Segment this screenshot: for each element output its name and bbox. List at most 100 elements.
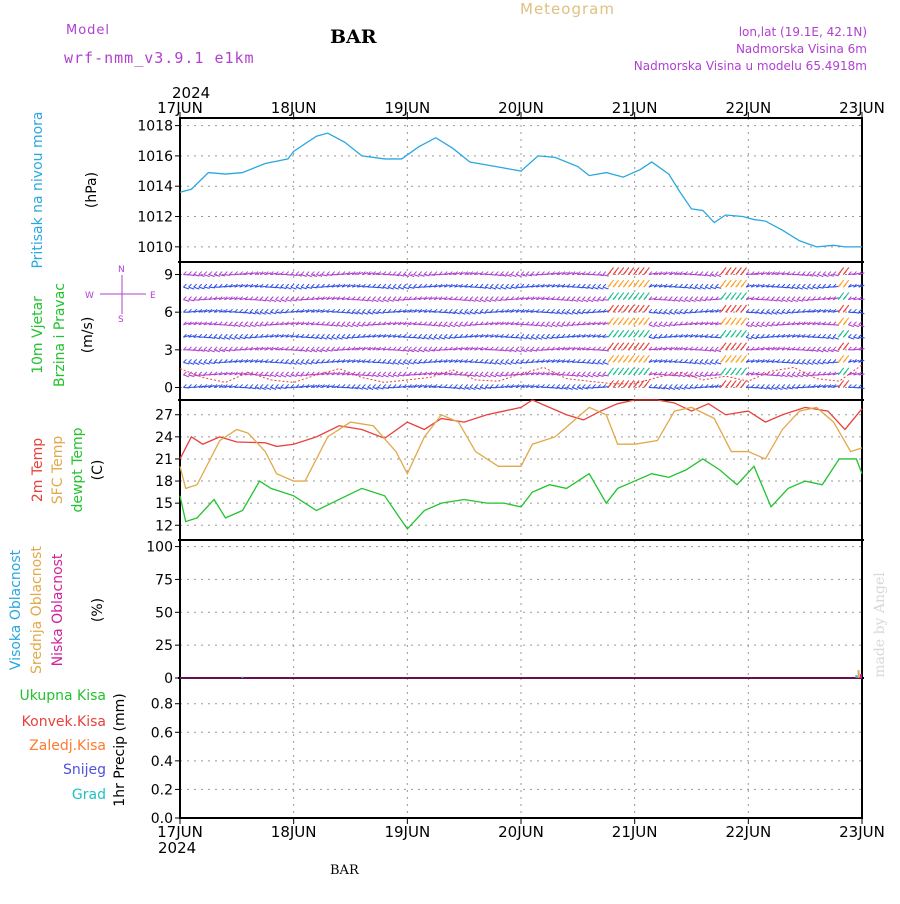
wind-arrow-barb: [322, 334, 325, 337]
wind-arrow-barb: [189, 284, 192, 287]
wind-arrow-barb: [424, 334, 427, 337]
wind-arrow: [490, 375, 496, 377]
wind-arrow-barb: [690, 284, 693, 287]
wind-arrow: [183, 300, 189, 302]
wind-arrow-barb: [792, 384, 795, 387]
wind-arrow: [587, 387, 593, 388]
wind-arrow-barb: [536, 322, 539, 325]
wind-arrow: [408, 362, 414, 364]
wind-unit: (m/s): [80, 317, 96, 354]
wind-arrow-barb: [777, 297, 780, 300]
wind-arrow-barb: [807, 297, 810, 300]
compass-n: N: [118, 265, 125, 275]
wind-arrow-barb: [419, 359, 422, 362]
wind-arrow-barb: [490, 272, 493, 275]
wind-arrow-barb: [337, 322, 340, 325]
wind-arrow-barb: [393, 372, 396, 375]
wind-arrow-barb: [695, 272, 698, 275]
wind-arrow-barb: [807, 272, 810, 275]
wind-arrow-barb: [224, 347, 227, 350]
wind-arrow-barb: [301, 347, 304, 350]
wind-arrow: [250, 387, 256, 388]
wind-arrow-barb: [506, 359, 509, 362]
wind-arrow-barb: [281, 359, 284, 362]
wind-arrow: [756, 325, 762, 327]
wind-arrow: [291, 300, 297, 301]
wind-arrow-barb: [490, 372, 493, 375]
wind-arrow-barb: [777, 372, 780, 375]
wind-arrow: [818, 362, 824, 364]
wind-arrow: [802, 287, 808, 289]
wind-arrow: [516, 350, 522, 352]
wind-arrow-barb: [194, 284, 197, 287]
wind-arrow-barb: [828, 272, 831, 275]
wind-arrow: [531, 275, 537, 276]
wind-arrow-barb: [772, 297, 775, 300]
wind-arrow: [393, 362, 399, 364]
wind-arrow: [577, 300, 583, 302]
wind-arrow: [194, 300, 200, 301]
wind-arrow: [659, 325, 665, 327]
wind-arrow: [557, 387, 563, 388]
wind-arrow-barb: [429, 334, 432, 337]
wind-arrow-barb: [664, 322, 667, 325]
wind-arrow-barb: [245, 384, 248, 387]
wind-arrow-barb: [444, 322, 447, 325]
x-tick-label-bottom: 20JUN: [498, 823, 544, 841]
wind-arrow: [485, 300, 491, 302]
wind-arrow: [189, 362, 195, 364]
wind-arrow-barb: [449, 384, 452, 387]
wind-arrow: [373, 375, 379, 377]
wind-arrow-barb: [700, 372, 703, 375]
wind-arrow-barb: [460, 322, 463, 325]
wind-arrow-barb: [593, 284, 596, 287]
wind-arrow-barb: [746, 322, 749, 325]
temp-unit: (C): [90, 460, 106, 481]
wind-arrow-barb: [265, 372, 268, 375]
wind-arrow: [751, 337, 757, 338]
wind-arrow: [403, 287, 409, 289]
elevation-text: Nadmorska Visina 6m: [736, 42, 867, 56]
wind-arrow: [501, 375, 507, 376]
hail-label: Grad: [72, 787, 106, 803]
wind-arrow-barb: [685, 359, 688, 362]
wind-arrow-barb: [674, 297, 677, 300]
wind-arrow-barb: [286, 297, 289, 300]
wind-arrow: [813, 362, 819, 364]
wind-arrow-barb: [434, 334, 437, 337]
wind-arrow-barb: [490, 359, 493, 362]
wind-arrow-barb: [506, 347, 509, 350]
wind-arrow-barb: [240, 309, 243, 312]
y-tick-label: 0: [164, 380, 173, 396]
wind-arrow-barb: [485, 309, 488, 312]
y-tick-label: 0.4: [151, 754, 173, 770]
station-title: BAR: [330, 26, 377, 48]
wind-arrow-barb: [511, 272, 514, 275]
wind-arrow-barb: [818, 272, 821, 275]
wind-arrow: [480, 287, 486, 288]
wind-arrow-barb: [552, 334, 555, 337]
wind-arrow: [598, 300, 604, 301]
wind-arrow-barb: [531, 347, 534, 350]
wind-arrow-barb: [475, 309, 478, 312]
wind-arrow-barb: [250, 322, 253, 325]
compass-w: W: [85, 291, 94, 301]
wind-arrow-barb: [598, 372, 601, 375]
wind-arrow: [536, 337, 542, 339]
wind-arrow-barb: [669, 297, 672, 300]
wind-arrow: [270, 387, 276, 389]
low-cloud-label: Niska Oblacnost: [50, 553, 66, 666]
wind-arrow: [383, 362, 389, 363]
wind-arrow-barb: [848, 334, 851, 337]
wind-arrow: [286, 362, 292, 364]
wind-arrow-barb: [281, 384, 284, 387]
wind-arrow: [715, 287, 721, 288]
wind-arrow: [296, 300, 302, 301]
wind-arrow: [301, 375, 307, 376]
wind-arrow: [587, 362, 593, 363]
wind-arrow-barb: [823, 359, 826, 362]
wind-arrow: [398, 300, 404, 301]
wind-arrow: [194, 350, 200, 351]
wind-arrow-barb: [209, 272, 212, 275]
wind-arrow-barb: [286, 384, 289, 387]
